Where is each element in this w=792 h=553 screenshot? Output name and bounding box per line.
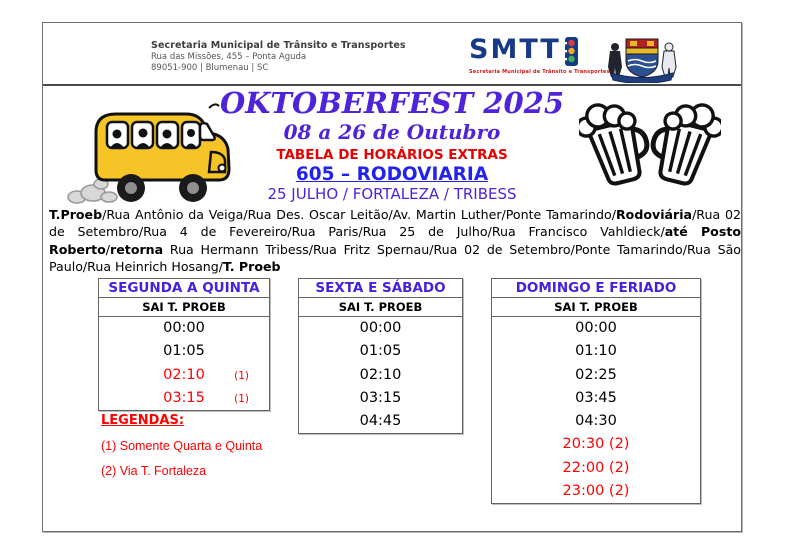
smtt-logo: SMTT Secretaria Municipal de Trânsito e …	[469, 34, 610, 75]
blumenau-coat-of-arms-icon	[608, 38, 677, 83]
time-row: 02:10	[359, 366, 402, 383]
time-row: 04:30	[575, 413, 617, 430]
org-name: Secretaria Municipal de Trânsito e Trans…	[151, 40, 406, 51]
table-body: 00:00 01:05 02:10 03:15 04:45	[299, 317, 462, 433]
schedule-table-segunda-a-quinta: SEGUNDA A QUINTA SAI T. PROEB 00:00 01:05…	[98, 278, 270, 412]
time-row: 04:45	[359, 413, 402, 430]
table-day-label: DOMINGO E FERIADO	[492, 279, 700, 298]
table-col-header: SAI T. PROEB	[492, 298, 700, 317]
time-row: 23:00 (2)	[562, 483, 630, 500]
table-day-label: SEGUNDA A QUINTA	[99, 279, 269, 298]
time-row: 02:25	[575, 366, 617, 383]
smtt-logo-text: SMTT	[469, 34, 561, 65]
table-col-header: SAI T. PROEB	[99, 298, 269, 317]
schedule-table-domingo-e-feriado: DOMINGO E FERIADO SAI T. PROEB 00:00 01:1…	[491, 278, 701, 505]
letterhead: Secretaria Municipal de Trânsito e Trans…	[43, 23, 741, 86]
title-block: OKTOBERFEST 2025 08 a 26 de Outubro TABE…	[43, 86, 741, 204]
time-footnote: (1)	[234, 369, 249, 382]
table-day-label: SEXTA E SÁBADO	[299, 279, 462, 298]
org-address-line2: 89051-900 | Blumenau | SC	[151, 63, 269, 73]
org-address-line1: Rua das Missões, 455 – Ponta Aguda	[151, 52, 307, 62]
schedule-table-sexta-e-sabado: SEXTA E SÁBADO SAI T. PROEB 00:00 01:05 02…	[298, 278, 463, 435]
table-body: 00:00 01:10 02:25 03:45 04:30 20:30 (2) 22:00 …	[492, 317, 700, 503]
legends-section: LEGENDAS: (1) Somente Quarta e Quinta (2)…	[101, 413, 262, 478]
time-row: 01:05	[163, 343, 205, 360]
traffic-light-icon	[562, 37, 578, 66]
table-col-header: SAI T. PROEB	[299, 298, 462, 317]
time-row: 00:00	[575, 320, 617, 336]
bus-line-title: 605 – RODOVIARIA	[295, 164, 489, 185]
time-row: 00:00	[163, 320, 205, 336]
event-title: OKTOBERFEST 2025	[219, 86, 565, 120]
beer-mugs-clipart-icon	[579, 103, 721, 186]
legend-items: (1) Somente Quarta e Quinta (2) Via T. Fo…	[101, 439, 262, 478]
time-footnote: (1)	[234, 392, 249, 405]
time-row: 20:30 (2)	[562, 436, 630, 453]
table-body: 00:00 01:05 02:10 (1) 03:15 (1)	[99, 317, 269, 410]
legend-item: (2) Via T. Fortaleza	[101, 464, 207, 478]
event-dates: 08 a 26 de Outubro	[283, 120, 501, 144]
time-row: 01:05	[359, 343, 402, 360]
time-row: 02:10 (1)	[99, 364, 269, 387]
bus-clipart-icon	[67, 103, 231, 204]
legend-item: (1) Somente Quarta e Quinta	[101, 439, 263, 453]
time-row: 01:10	[575, 343, 617, 360]
time-row: 03:15	[359, 389, 402, 406]
route-name: 25 JULHO / FORTALEZA / TRIBESS	[267, 185, 517, 203]
extra-schedule-label: TABELA DE HORÁRIOS EXTRAS	[276, 147, 508, 163]
schedule-document: Secretaria Municipal de Trânsito e Trans…	[42, 22, 742, 532]
time-row: 03:15 (1)	[99, 387, 269, 410]
time-row: 22:00 (2)	[562, 459, 630, 476]
org-block: Secretaria Municipal de Trânsito e Trans…	[151, 40, 406, 73]
route-description: T.Proeb/Rua Antônio da Veiga/Rua Des. Os…	[49, 207, 742, 274]
smtt-logo-subtitle: Secretaria Municipal de Trânsito e Trans…	[469, 69, 610, 75]
legends-title: LEGENDAS:	[101, 413, 185, 428]
time-row: 03:45	[575, 389, 617, 406]
time-row: 00:00	[359, 320, 402, 336]
